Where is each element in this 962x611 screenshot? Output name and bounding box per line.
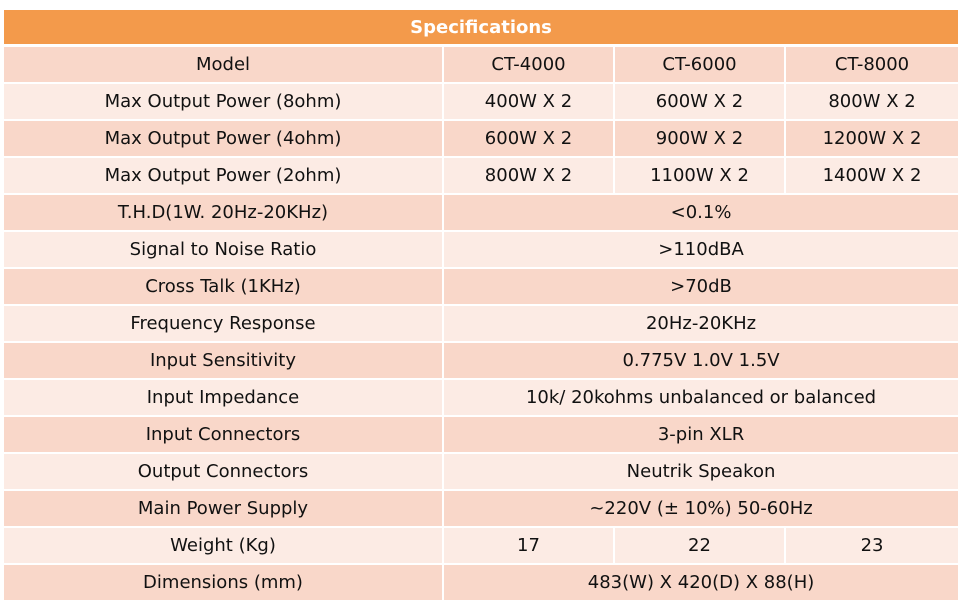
specifications-table: Specifications Model CT-4000 CT-6000 CT-… [4, 10, 959, 602]
table-row: Input Connectors 3-pin XLR [4, 417, 959, 454]
spec-label: Main Power Supply [4, 491, 444, 528]
table-title: Specifications [4, 10, 959, 47]
table-row: Frequency Response 20Hz-20KHz [4, 306, 959, 343]
spec-value: 10k/ 20kohms unbalanced or balanced [444, 380, 959, 417]
model-ct-8000: CT-8000 [786, 47, 959, 84]
spec-value: 800W X 2 [444, 158, 615, 195]
spec-value: 23 [786, 528, 959, 565]
spec-value: 1400W X 2 [786, 158, 959, 195]
spec-label: Dimensions (mm) [4, 565, 444, 602]
spec-label: Input Sensitivity [4, 343, 444, 380]
spec-label: Weight (Kg) [4, 528, 444, 565]
table-row: Output Connectors Neutrik Speakon [4, 454, 959, 491]
spec-value: 1100W X 2 [615, 158, 786, 195]
table-row: Dimensions (mm) 483(W) X 420(D) X 88(H) [4, 565, 959, 602]
spec-value: 17 [444, 528, 615, 565]
spec-label: Max Output Power (4ohm) [4, 121, 444, 158]
spec-value: 900W X 2 [615, 121, 786, 158]
model-ct-6000: CT-6000 [615, 47, 786, 84]
spec-value: 20Hz-20KHz [444, 306, 959, 343]
spec-value: >110dBA [444, 232, 959, 269]
spec-value: 0.775V 1.0V 1.5V [444, 343, 959, 380]
spec-label: Frequency Response [4, 306, 444, 343]
spec-label: Input Connectors [4, 417, 444, 454]
spec-value: ~220V (± 10%) 50-60Hz [444, 491, 959, 528]
table-row: Cross Talk (1KHz) >70dB [4, 269, 959, 306]
spec-label: Signal to Noise Ratio [4, 232, 444, 269]
table-row: Input Sensitivity 0.775V 1.0V 1.5V [4, 343, 959, 380]
spec-value: 1200W X 2 [786, 121, 959, 158]
spec-label: Cross Talk (1KHz) [4, 269, 444, 306]
spec-label: Max Output Power (2ohm) [4, 158, 444, 195]
spec-value: 600W X 2 [444, 121, 615, 158]
spec-value: 400W X 2 [444, 84, 615, 121]
spec-label: T.H.D(1W. 20Hz-20KHz) [4, 195, 444, 232]
spec-label: Max Output Power (8ohm) [4, 84, 444, 121]
spec-label: Output Connectors [4, 454, 444, 491]
table-row: T.H.D(1W. 20Hz-20KHz) <0.1% [4, 195, 959, 232]
spec-value: 3-pin XLR [444, 417, 959, 454]
spec-value: Neutrik Speakon [444, 454, 959, 491]
spec-value: 800W X 2 [786, 84, 959, 121]
spec-value: 600W X 2 [615, 84, 786, 121]
table-body: Model CT-4000 CT-6000 CT-8000 Max Output… [4, 47, 959, 602]
table-header-row: Model CT-4000 CT-6000 CT-8000 [4, 47, 959, 84]
table-row: Signal to Noise Ratio >110dBA [4, 232, 959, 269]
spec-value: <0.1% [444, 195, 959, 232]
spec-value: 483(W) X 420(D) X 88(H) [444, 565, 959, 602]
table-row: Main Power Supply ~220V (± 10%) 50-60Hz [4, 491, 959, 528]
table-row: Input Impedance 10k/ 20kohms unbalanced o… [4, 380, 959, 417]
table-row: Weight (Kg) 17 22 23 [4, 528, 959, 565]
table-row: Max Output Power (2ohm) 800W X 2 1100W X 2… [4, 158, 959, 195]
spec-table-container: Specifications Model CT-4000 CT-6000 CT-… [4, 10, 959, 602]
model-label: Model [4, 47, 444, 84]
model-ct-4000: CT-4000 [444, 47, 615, 84]
spec-value: >70dB [444, 269, 959, 306]
spec-label: Input Impedance [4, 380, 444, 417]
spec-value: 22 [615, 528, 786, 565]
